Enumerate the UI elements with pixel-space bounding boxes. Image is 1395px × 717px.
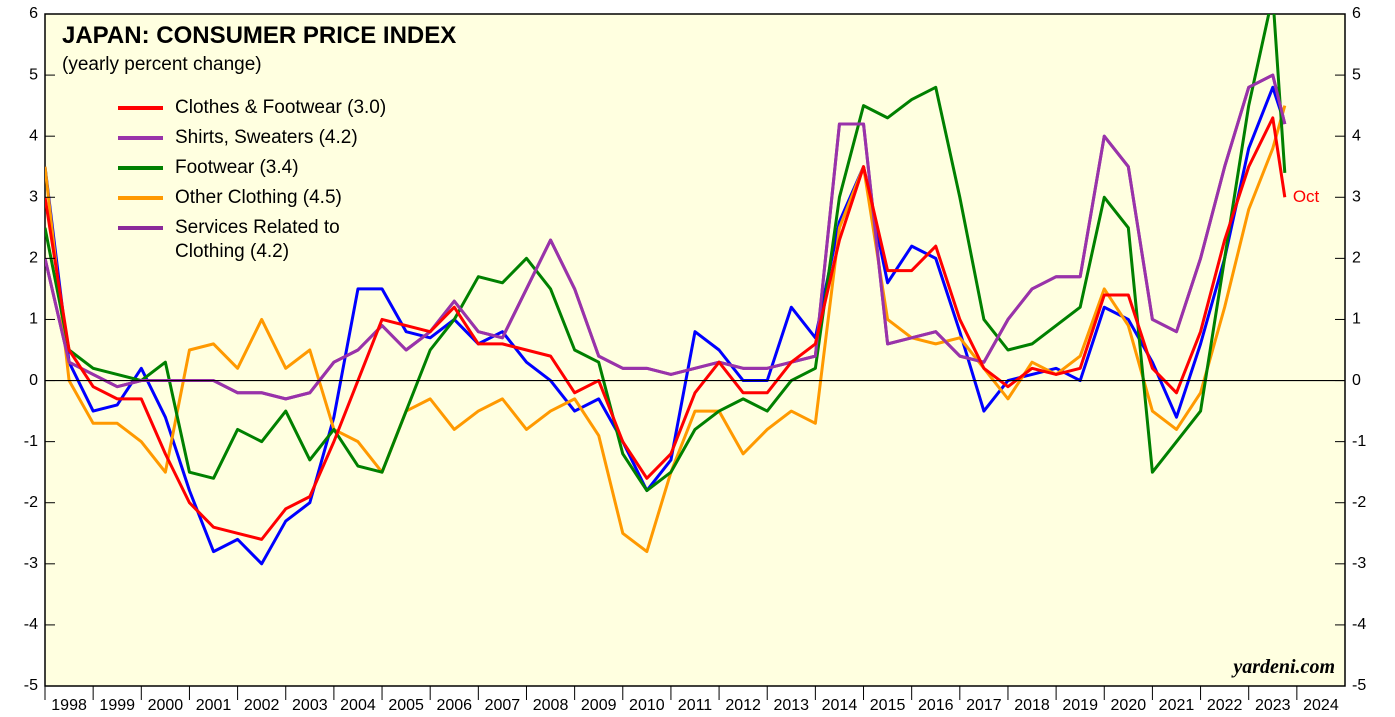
x-tick-label: 2011 — [678, 697, 713, 714]
legend-item: Services Related to Clothing (4.2) — [118, 216, 386, 264]
x-tick-label: 2003 — [292, 697, 328, 714]
x-tick-label: 2020 — [1111, 697, 1147, 714]
series-line — [45, 14, 1287, 493]
x-tick-label: 2005 — [388, 697, 424, 714]
legend-swatch — [118, 136, 163, 140]
y2-tick-label: 0 — [1352, 372, 1361, 389]
x-tick-label: 2014 — [822, 697, 858, 714]
y2-tick-label: 5 — [1352, 66, 1361, 83]
x-tick-label: 1998 — [51, 697, 87, 714]
legend-swatch — [118, 166, 163, 170]
x-tick-label: 2012 — [725, 697, 761, 714]
y2-tick-label: 6 — [1352, 5, 1361, 22]
y2-tick-label: 1 — [1352, 311, 1361, 328]
x-tick-label: 2018 — [1014, 697, 1050, 714]
legend-label: Footwear (3.4) — [175, 157, 299, 178]
y-tick-label: 2 — [29, 250, 38, 267]
y2-tick-label: -5 — [1352, 677, 1366, 694]
y-tick-label: 5 — [29, 66, 38, 83]
x-tick-label: 2006 — [436, 697, 472, 714]
x-tick-label: 2007 — [485, 697, 521, 714]
y2-tick-label: 4 — [1352, 127, 1361, 144]
x-tick-label: 2004 — [340, 697, 376, 714]
legend-swatch — [118, 226, 163, 230]
y-tick-label: 3 — [29, 188, 38, 205]
y2-tick-label: -1 — [1352, 433, 1366, 450]
y-tick-label: 6 — [29, 5, 38, 22]
legend-item: Clothes & Footwear (3.0) — [118, 96, 386, 120]
legend-label: Shirts, Sweaters (4.2) — [175, 127, 358, 148]
y-tick-label: 1 — [29, 311, 38, 328]
legend-swatch — [118, 196, 163, 200]
legend-label: Other Clothing (4.5) — [175, 187, 342, 208]
x-tick-label: 2010 — [629, 697, 665, 714]
x-tick-label: 2001 — [196, 697, 232, 714]
legend-item: Shirts, Sweaters (4.2) — [118, 126, 386, 150]
x-tick-label: 2016 — [918, 697, 954, 714]
annotation: Oct — [1293, 187, 1320, 206]
chart-subtitle: (yearly percent change) — [62, 54, 262, 75]
y-tick-label: -2 — [24, 494, 38, 511]
x-tick-label: 2024 — [1303, 697, 1339, 714]
y2-tick-label: 3 — [1352, 188, 1361, 205]
y2-tick-label: 2 — [1352, 250, 1361, 267]
y2-tick-label: -2 — [1352, 494, 1366, 511]
y-tick-label: 0 — [29, 372, 38, 389]
y-tick-label: 4 — [29, 127, 38, 144]
x-tick-label: 2021 — [1159, 697, 1195, 714]
x-tick-label: 2023 — [1255, 697, 1291, 714]
x-tick-label: 2002 — [244, 697, 280, 714]
x-tick-label: 2019 — [1062, 697, 1098, 714]
y-tick-label: -3 — [24, 555, 38, 572]
x-tick-label: 2013 — [773, 697, 809, 714]
y-tick-label: -5 — [24, 677, 38, 694]
series-layer — [45, 14, 1287, 566]
y2-tick-label: -4 — [1352, 616, 1366, 633]
x-tick-label: 2008 — [533, 697, 569, 714]
x-tick-label: 2017 — [966, 697, 1002, 714]
x-tick-label: 2009 — [581, 697, 617, 714]
series-line — [45, 116, 1287, 541]
legend-swatch — [118, 106, 163, 110]
legend-item: Other Clothing (4.5) — [118, 186, 386, 210]
y2-tick-label: -3 — [1352, 555, 1366, 572]
legend-label: Services Related to Clothing (4.2) — [175, 217, 340, 262]
legend-item: Footwear (3.4) — [118, 156, 386, 180]
y-tick-label: -1 — [24, 433, 38, 450]
x-tick-label: 1999 — [99, 697, 135, 714]
legend: Clothes & Footwear (3.0) Shirts, Sweaters… — [118, 96, 386, 270]
x-tick-label: 2000 — [148, 697, 184, 714]
series-line — [45, 85, 1287, 566]
x-tick-label: 2015 — [870, 697, 906, 714]
series-line — [45, 73, 1287, 401]
plot-area — [44, 13, 1346, 687]
chart-title: JAPAN: CONSUMER PRICE INDEX — [62, 22, 457, 49]
x-tick-label: 2022 — [1207, 697, 1243, 714]
y-tick-label: -4 — [24, 616, 38, 633]
legend-label: Clothes & Footwear (3.0) — [175, 97, 387, 118]
source-brand: yardeni.com — [1233, 656, 1335, 678]
